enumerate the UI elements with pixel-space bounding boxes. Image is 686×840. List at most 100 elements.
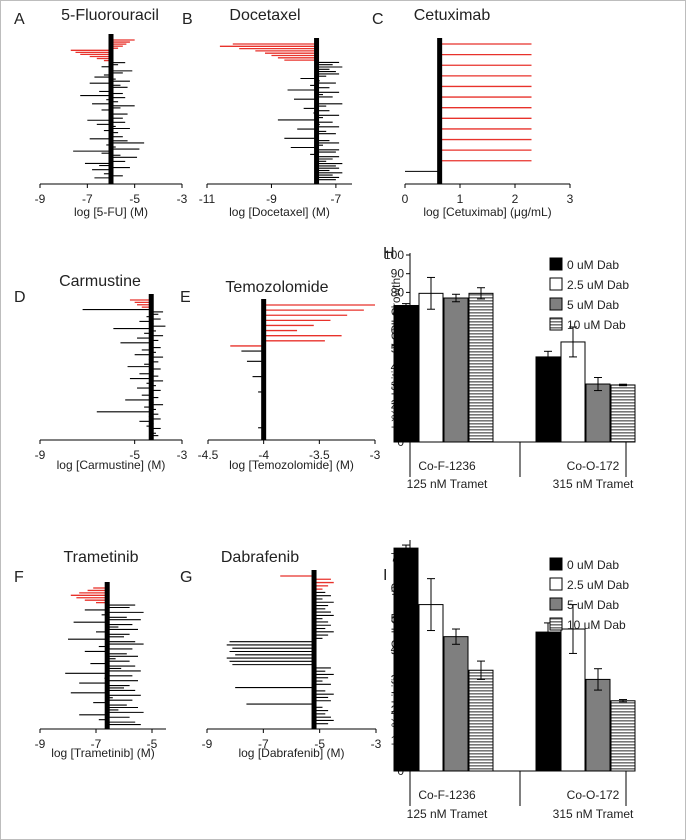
panel-title: Cetuximab [414,7,491,24]
bar-0-um-dab [535,631,561,772]
x-tick-label: -9 [35,192,46,206]
legend-swatch [549,297,563,311]
x-tick-label: -7 [91,737,102,751]
x-axis-label: log [Docetaxel] (M) [229,205,330,219]
legend-label: 5 uM Dab [567,598,619,612]
x-axis-label: log [5-FU] (M) [74,205,148,219]
x-tick-label: -4.5 [198,448,219,462]
category-sublabel: 125 nM Tramet [407,807,488,821]
legend-swatch [549,317,563,331]
panel-letter: A [14,11,25,28]
x-axis-label: log [Carmustine] (M) [57,458,166,472]
panel-letter: H [383,245,395,262]
x-tick-label: 0 [402,192,409,206]
legend-swatch [549,597,563,611]
panel-title: 5-Fluorouracil [61,7,159,24]
panel-title: Dabrafenib [221,549,299,566]
bar-2-5-um-dab [418,604,444,772]
x-tick-label: -4 [258,448,269,462]
panel-letter: D [14,289,26,306]
category-label: Co-F-1236 [418,788,476,802]
bar-10-um-dab [610,384,636,443]
x-tick-label: -3.5 [309,448,330,462]
x-tick-label: -9 [35,737,46,751]
category-label: Co-F-1236 [418,459,476,473]
bar-10-um-dab [468,292,494,443]
bar-5-um-dab [585,383,611,443]
bar-5-um-dab [585,678,611,772]
x-tick-label: -9 [266,192,277,206]
legend-swatch [549,577,563,591]
legend-swatch [549,257,563,271]
legend-label: 5 uM Dab [567,298,619,312]
x-tick-label: -7 [331,192,342,206]
panel-title: Carmustine [59,273,141,290]
x-tick-label: -3 [177,448,188,462]
panel-title: Docetaxel [229,7,300,24]
panel-d: D Carmustine -9 -5 -3 log [Carmustine] (M) [14,273,188,472]
x-tick-label: -7 [258,737,269,751]
y-tick-label: 90 [391,267,405,281]
x-tick-label: -7 [82,192,93,206]
legend-label: 2.5 uM Dab [567,278,629,292]
panel-c: C Cetuximab 0 1 2 3 log [Cetuximab] (μg/mL) [372,7,574,219]
x-tick-label: -3 [371,737,382,751]
panel-letter: E [180,289,191,306]
bar-0-um-dab [393,547,419,772]
x-tick-label: 2 [512,192,519,206]
panel-letter: C [372,11,384,28]
bar-10-um-dab [610,700,636,772]
x-tick-label: -5 [129,448,140,462]
x-tick-label: -5 [314,737,325,751]
x-tick-label: -3 [177,192,188,206]
x-axis-label: log [Cetuximab] (μg/mL) [423,205,551,219]
x-axis-label: log [Temozolomide] (M) [229,458,354,472]
x-axis-label: log [Trametinib] (M) [51,746,155,760]
legend-label: 2.5 uM Dab [567,578,629,592]
x-axis-label: log [Dabrafenib] (M) [238,746,344,760]
panel-a: A 5-Fluorouracil -9 -7 -5 -3 log [5-FU] (M) [14,7,188,219]
x-tick-label: -3 [370,448,381,462]
bar-2-5-um-dab [418,292,444,443]
bar-10-um-dab [468,669,494,772]
panel-h: H0102030405060708090100% Inhibition of C… [383,245,636,491]
bar-0-um-dab [393,304,419,443]
legend-swatch [549,277,563,291]
panel-letter: I [383,567,387,584]
panel-title: Trametinib [64,549,139,566]
x-tick-label: -9 [35,448,46,462]
category-sublabel: 315 nM Tramet [553,807,634,821]
bar-2-5-um-dab [560,341,586,443]
panel-letter: F [14,569,24,586]
bar-5-um-dab [443,297,469,443]
legend-label: 0 uM Dab [567,258,619,272]
y-tick-label: 100 [384,248,404,262]
panel-letter: B [182,11,193,28]
panel-letter: G [180,569,192,586]
legend-label: 0 uM Dab [567,558,619,572]
panel-i: I010203040506070% Inhibition of Cell Gro… [383,540,636,821]
panel-g: G Dabrafenib -9 -7 -5 -3 log [Dabrafenib] (M) [180,549,382,760]
panel-title: Temozolomide [225,279,328,296]
bar-0-um-dab [535,356,561,443]
x-tick-label: -5 [129,192,140,206]
panel-e: E Temozolomide -4.5 -4 -3.5 -3 log [Temozolomi… [180,279,381,472]
x-tick-label: 1 [457,192,464,206]
x-tick-label: -11 [199,192,216,206]
category-label: Co-O-172 [567,788,620,802]
category-sublabel: 125 nM Tramet [407,477,488,491]
category-sublabel: 315 nM Tramet [553,477,634,491]
legend-swatch [549,617,563,631]
y-tick-label: 80 [391,285,405,299]
legend-label: 10 uM Dab [567,318,626,332]
category-label: Co-O-172 [567,459,620,473]
x-tick-label: -9 [202,737,213,751]
x-tick-label: -5 [147,737,158,751]
legend-label: 10 uM Dab [567,618,626,632]
legend-swatch [549,557,563,571]
bar-5-um-dab [443,636,469,772]
